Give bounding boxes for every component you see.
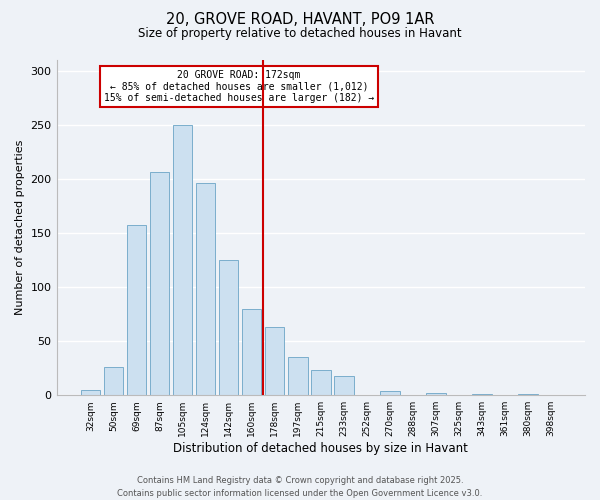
Bar	[196, 184, 215, 395]
Text: 20, GROVE ROAD, HAVANT, PO9 1AR: 20, GROVE ROAD, HAVANT, PO9 1AR	[166, 12, 434, 28]
Bar	[104, 367, 123, 395]
Bar	[288, 358, 308, 395]
Bar	[380, 391, 400, 395]
Text: Contains HM Land Registry data © Crown copyright and database right 2025.
Contai: Contains HM Land Registry data © Crown c…	[118, 476, 482, 498]
Bar	[219, 260, 238, 395]
Text: 20 GROVE ROAD: 172sqm
← 85% of detached houses are smaller (1,012)
15% of semi-d: 20 GROVE ROAD: 172sqm ← 85% of detached …	[104, 70, 374, 103]
Bar	[265, 327, 284, 395]
Text: Size of property relative to detached houses in Havant: Size of property relative to detached ho…	[138, 28, 462, 40]
Bar	[242, 308, 262, 395]
Bar	[472, 394, 492, 395]
Bar	[334, 376, 353, 395]
Bar	[173, 125, 193, 395]
X-axis label: Distribution of detached houses by size in Havant: Distribution of detached houses by size …	[173, 442, 468, 455]
Bar	[80, 390, 100, 395]
Bar	[149, 172, 169, 395]
Y-axis label: Number of detached properties: Number of detached properties	[15, 140, 25, 316]
Bar	[426, 393, 446, 395]
Bar	[127, 226, 146, 395]
Bar	[311, 370, 331, 395]
Bar	[518, 394, 538, 395]
